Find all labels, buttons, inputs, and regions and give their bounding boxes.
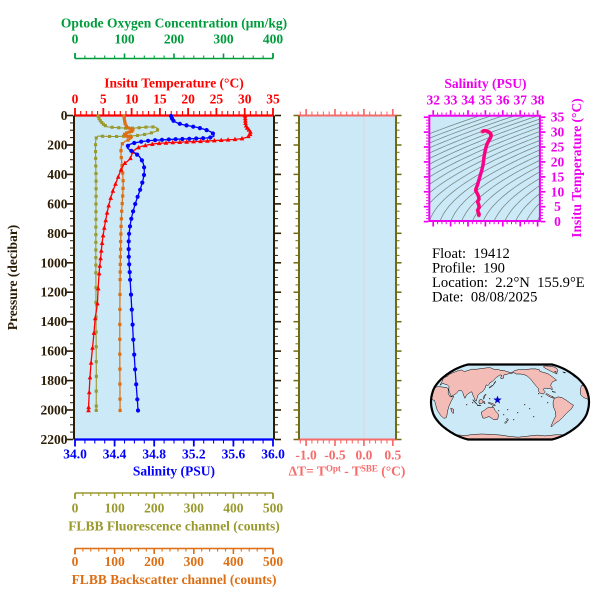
- svg-text:FLBB Backscatter channel (coun: FLBB Backscatter channel (counts): [72, 572, 277, 587]
- svg-text:100: 100: [104, 554, 125, 569]
- svg-text:5: 5: [554, 199, 561, 214]
- svg-text:200: 200: [47, 138, 68, 153]
- svg-text:300: 300: [213, 32, 234, 47]
- svg-text:37: 37: [513, 93, 527, 108]
- svg-text:35.2: 35.2: [182, 447, 206, 462]
- svg-text:200: 200: [144, 554, 165, 569]
- svg-text:38: 38: [531, 93, 545, 108]
- svg-text:0.5: 0.5: [384, 448, 401, 463]
- svg-text:200: 200: [144, 501, 165, 516]
- svg-text:Salinity (PSU): Salinity (PSU): [444, 76, 526, 91]
- svg-text:400: 400: [263, 32, 284, 47]
- svg-text:5: 5: [100, 92, 107, 107]
- svg-text:30: 30: [238, 92, 252, 107]
- svg-text:400: 400: [47, 167, 68, 182]
- svg-text:Pressure (decibar): Pressure (decibar): [5, 225, 20, 331]
- svg-text:36.0: 36.0: [261, 447, 285, 462]
- svg-text:0: 0: [72, 554, 79, 569]
- svg-text:ΔT= TOpt - TSBE (°C): ΔT= TOpt - TSBE (°C): [289, 464, 406, 479]
- svg-text:Date: 08/08/2025: Date: 08/08/2025: [432, 290, 537, 306]
- svg-text:1400: 1400: [41, 314, 68, 329]
- svg-text:Float: 19412: Float: 19412: [432, 246, 510, 262]
- svg-text:-0.5: -0.5: [324, 448, 346, 463]
- svg-text:35: 35: [551, 110, 565, 125]
- svg-text:Location: 2.2°N 155.9°E: Location: 2.2°N 155.9°E: [432, 275, 585, 291]
- svg-text:800: 800: [47, 226, 68, 241]
- svg-text:Insitu Temperature (°C): Insitu Temperature (°C): [104, 76, 243, 91]
- svg-text:34.0: 34.0: [63, 447, 87, 462]
- svg-text:300: 300: [184, 501, 205, 516]
- svg-text:32: 32: [426, 93, 440, 108]
- svg-text:20: 20: [551, 154, 565, 169]
- svg-text:Salinity (PSU): Salinity (PSU): [133, 464, 215, 479]
- svg-text:600: 600: [47, 196, 68, 211]
- svg-text:2000: 2000: [41, 403, 68, 418]
- svg-text:35: 35: [266, 92, 280, 107]
- svg-text:1600: 1600: [41, 344, 68, 359]
- svg-text:25: 25: [210, 92, 224, 107]
- svg-text:0: 0: [554, 214, 561, 229]
- svg-text:0: 0: [72, 501, 79, 516]
- svg-text:-1.0: -1.0: [295, 448, 317, 463]
- svg-text:1800: 1800: [41, 373, 68, 388]
- svg-text:Profile: 190: Profile: 190: [432, 261, 505, 277]
- svg-text:34.8: 34.8: [142, 447, 166, 462]
- svg-text:1200: 1200: [41, 285, 68, 300]
- svg-text:1000: 1000: [41, 255, 68, 270]
- svg-text:25: 25: [551, 140, 565, 155]
- svg-text:0: 0: [61, 108, 68, 123]
- svg-text:10: 10: [125, 92, 139, 107]
- svg-text:400: 400: [223, 501, 244, 516]
- svg-text:34: 34: [461, 93, 475, 108]
- svg-text:36: 36: [496, 93, 510, 108]
- svg-text:2200: 2200: [41, 432, 68, 447]
- svg-text:20: 20: [181, 92, 195, 107]
- svg-text:Insitu Temperature (°C): Insitu Temperature (°C): [569, 98, 584, 237]
- svg-text:33: 33: [444, 93, 458, 108]
- svg-text:Optode Oxygen Concentration (μ: Optode Oxygen Concentration (μm/kg): [61, 16, 287, 31]
- svg-text:10: 10: [551, 184, 565, 199]
- svg-text:35.6: 35.6: [222, 447, 246, 462]
- svg-text:34.4: 34.4: [103, 447, 127, 462]
- svg-text:300: 300: [184, 554, 205, 569]
- svg-text:200: 200: [164, 32, 185, 47]
- svg-text:35: 35: [479, 93, 493, 108]
- svg-text:500: 500: [263, 554, 284, 569]
- svg-text:15: 15: [551, 169, 565, 184]
- svg-text:0: 0: [72, 92, 79, 107]
- svg-text:100: 100: [114, 32, 135, 47]
- svg-text:0.0: 0.0: [355, 448, 372, 463]
- svg-text:500: 500: [263, 501, 284, 516]
- svg-text:15: 15: [153, 92, 167, 107]
- svg-text:30: 30: [551, 125, 565, 140]
- svg-text:FLBB Fluorescence channel (cou: FLBB Fluorescence channel (counts): [68, 519, 280, 534]
- svg-text:400: 400: [223, 554, 244, 569]
- svg-text:0: 0: [72, 32, 79, 47]
- svg-text:100: 100: [104, 501, 125, 516]
